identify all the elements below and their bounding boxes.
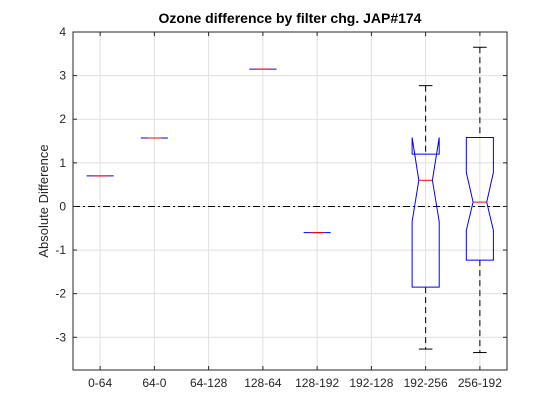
y-tick-label: 2 [59,112,66,126]
x-tick-label: 64-128 [190,376,228,390]
y-tick-label: 0 [59,199,66,213]
x-tick-label: 256-192 [458,376,502,390]
x-tick-label: 64-0 [142,376,166,390]
x-tick-label: 0-64 [88,376,112,390]
plot-frame [72,31,508,371]
y-tick-label: 1 [59,156,66,170]
y-ticks: -3 -2 -1 0 1 2 3 4 [55,25,507,344]
y-tick-label: -2 [55,287,66,301]
x-tick-label: 192-256 [404,376,448,390]
plot-area [73,32,507,370]
y-axis-label: Absolute Difference [36,144,51,257]
box-outline [411,137,440,288]
y-tick-label: 3 [59,69,66,83]
x-ticks: 0-64 64-0 64-128 128-64 128-192 192-128 192-25… [88,32,502,390]
y-tick-label: 4 [59,25,66,39]
boxes [86,46,494,354]
grid-lines [73,31,507,370]
x-tick-label: 128-192 [295,376,339,390]
y-tick-label: -3 [55,330,66,344]
x-tick-label: 128-64 [244,376,282,390]
box-192-256 [411,85,440,350]
x-tick-label: 192-128 [349,376,393,390]
box-outline [465,137,494,261]
y-tick-label: -1 [55,243,66,257]
box-256-192 [465,46,494,354]
chart-title: Ozone difference by filter chg. JAP#174 [159,10,422,26]
